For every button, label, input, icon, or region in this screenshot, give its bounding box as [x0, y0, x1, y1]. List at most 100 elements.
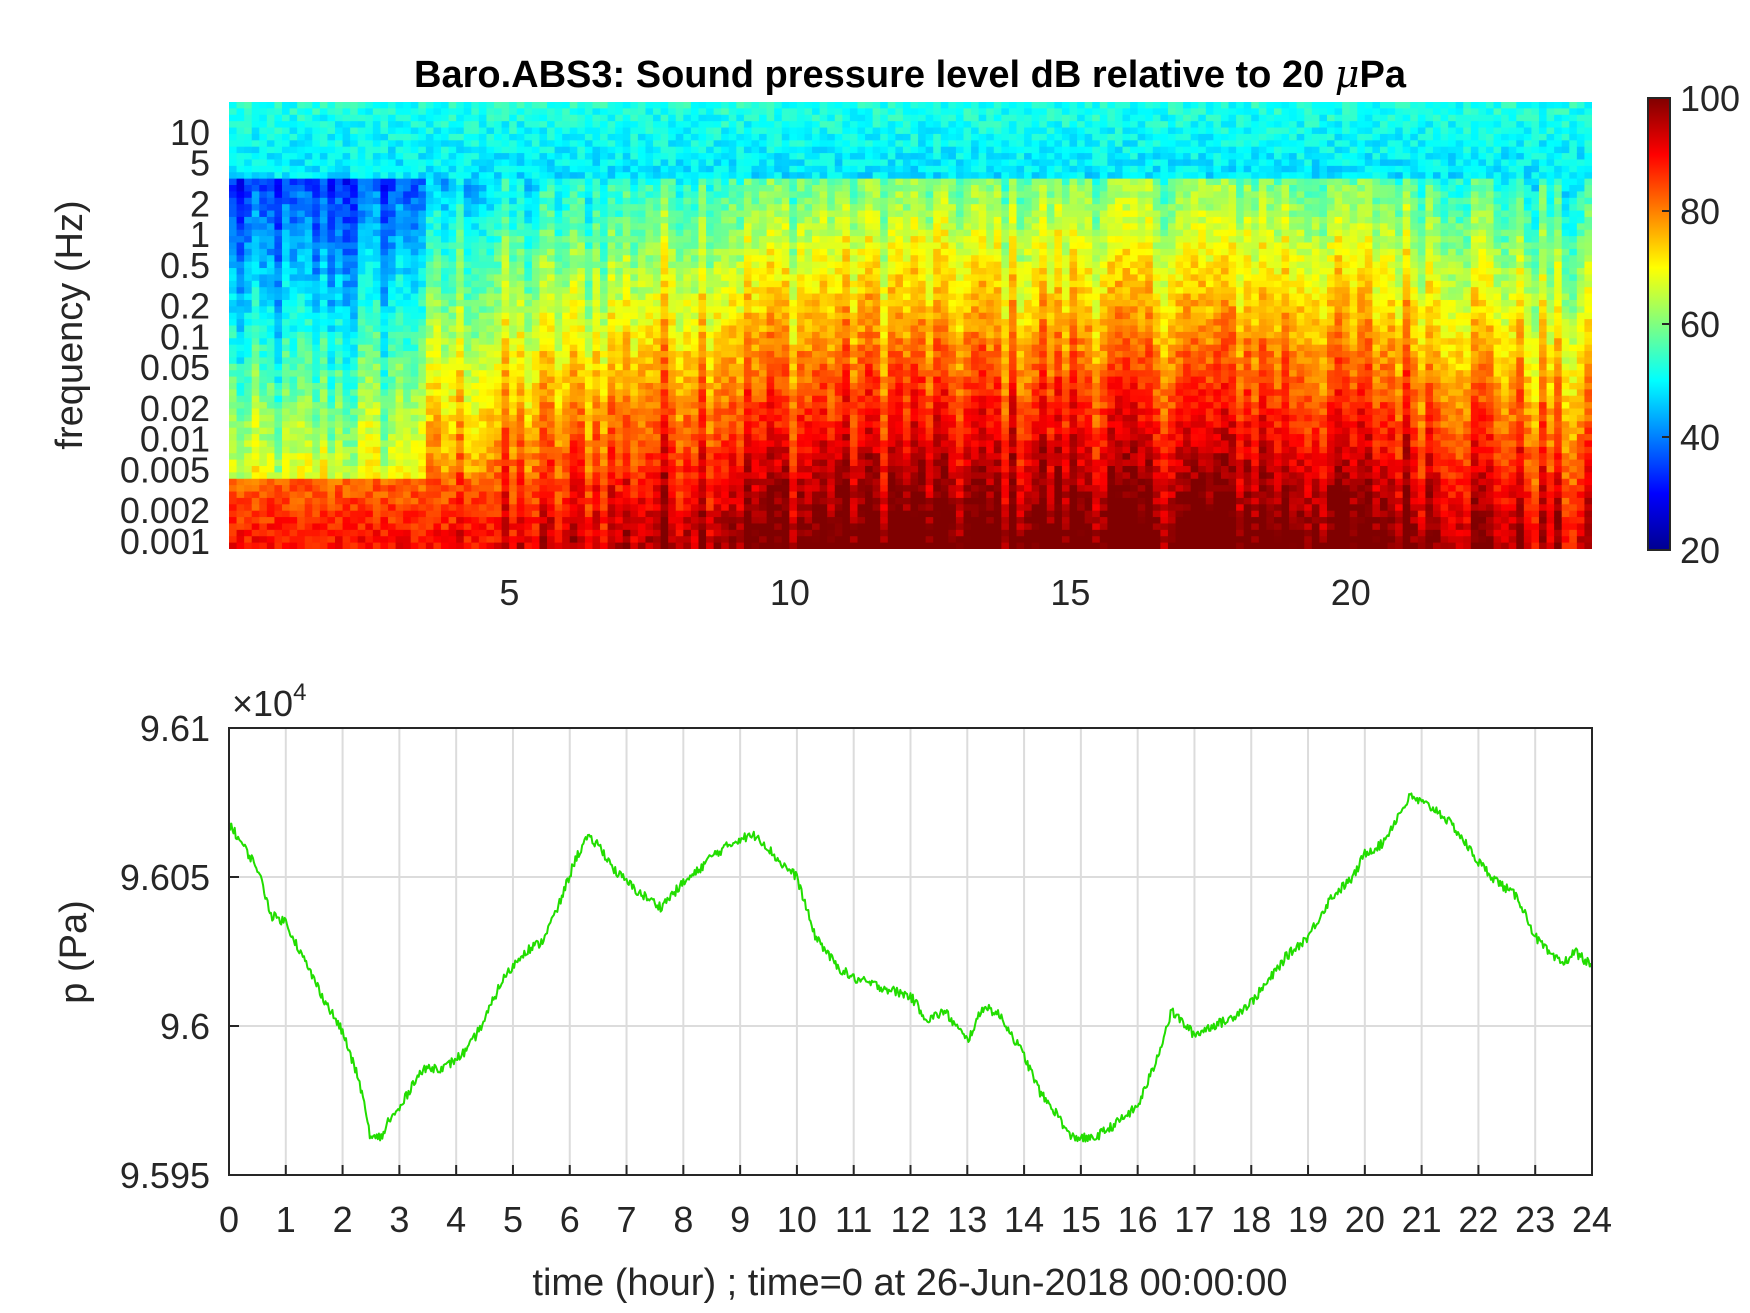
- heatmap-cell: [547, 459, 556, 467]
- heatmap-cell: [289, 191, 298, 199]
- heatmap-cell: [516, 523, 525, 531]
- heatmap-cell: [478, 121, 488, 129]
- heatmap-cell: [736, 440, 745, 448]
- heatmap-cell: [372, 197, 382, 205]
- heatmap-cell: [274, 382, 283, 390]
- heatmap-cell: [630, 395, 639, 403]
- heatmap-cell: [630, 268, 639, 276]
- heatmap-cell: [403, 306, 412, 314]
- heatmap-cell: [494, 255, 503, 263]
- heatmap-cell: [441, 197, 450, 205]
- heatmap-cell: [706, 427, 715, 435]
- heatmap-cell: [266, 102, 276, 109]
- heatmap-cell: [342, 370, 351, 378]
- heatmap-cell: [736, 216, 745, 224]
- heatmap-cell: [388, 255, 397, 263]
- heatmap-cell: [653, 338, 662, 346]
- heatmap-cell: [312, 127, 321, 135]
- heatmap-cell: [463, 108, 472, 116]
- heatmap-cell: [524, 299, 533, 307]
- heatmap-cell: [463, 395, 472, 403]
- heatmap-cell: [463, 229, 472, 237]
- heatmap-cell: [547, 127, 556, 135]
- heatmap-cell: [721, 542, 730, 549]
- heatmap-cell: [645, 306, 654, 314]
- heatmap-cell: [251, 485, 260, 493]
- heatmap-cell: [713, 178, 722, 186]
- heatmap-cell: [524, 287, 533, 295]
- heatmap-cell: [622, 242, 631, 250]
- heatmap-cell: [706, 146, 715, 154]
- heatmap-cell: [645, 204, 654, 212]
- heatmap-cell: [683, 491, 692, 499]
- heatmap-cell: [335, 434, 344, 442]
- heatmap-cell: [622, 293, 631, 301]
- heatmap-cell: [380, 478, 389, 486]
- heatmap-cell: [645, 414, 654, 422]
- heatmap-cell: [335, 210, 344, 218]
- heatmap-cell: [501, 421, 510, 429]
- heatmap-cell: [342, 140, 351, 148]
- heatmap-cell: [357, 414, 366, 422]
- heatmap-cell: [615, 114, 624, 122]
- heatmap-cell: [690, 491, 700, 499]
- heatmap-cell: [297, 236, 306, 244]
- heatmap-cell: [266, 517, 276, 525]
- heatmap-cell: [297, 325, 306, 333]
- heatmap-cell: [312, 427, 321, 435]
- heatmap-cell: [569, 542, 578, 549]
- heatmap-cell: [630, 376, 639, 384]
- heatmap-cell: [229, 127, 238, 135]
- heatmap-cell: [668, 274, 677, 282]
- heatmap-cell: [312, 357, 321, 365]
- heatmap-cell: [259, 472, 268, 480]
- heatmap-cell: [297, 440, 306, 448]
- heatmap-cell: [524, 114, 533, 122]
- heatmap-cell: [637, 421, 647, 429]
- heatmap-cell: [259, 389, 268, 397]
- heatmap-cell: [289, 133, 298, 141]
- heatmap-cell: [350, 108, 359, 116]
- heatmap-cell: [388, 299, 397, 307]
- heatmap-cell: [645, 510, 654, 518]
- heatmap-cell: [494, 274, 503, 282]
- heatmap-cell: [592, 344, 601, 352]
- heatmap-cell: [448, 127, 457, 135]
- heatmap-cell: [698, 523, 707, 531]
- heatmap-cell: [584, 414, 594, 422]
- heatmap-cell: [433, 453, 442, 461]
- heatmap-cell: [448, 382, 457, 390]
- heatmap-cell: [425, 338, 435, 346]
- heatmap-cell: [736, 529, 745, 537]
- heatmap-cell: [622, 453, 631, 461]
- heatmap-cell: [433, 402, 442, 410]
- heatmap-cell: [736, 255, 745, 263]
- heatmap-cell: [653, 159, 662, 167]
- heatmap-cell: [342, 319, 351, 327]
- heatmap-cell: [456, 274, 465, 282]
- heatmap-cell: [615, 236, 624, 244]
- heatmap-cell: [698, 485, 707, 493]
- heatmap-cell: [706, 434, 715, 442]
- heatmap-cell: [509, 287, 518, 295]
- heatmap-cell: [637, 165, 647, 173]
- heatmap-cell: [372, 427, 382, 435]
- heatmap-cell: [494, 338, 503, 346]
- heatmap-cell: [425, 127, 435, 135]
- heatmap-cell: [607, 159, 616, 167]
- heatmap-cell: [668, 185, 677, 192]
- heatmap-cell: [372, 331, 382, 339]
- heatmap-cell: [448, 446, 457, 454]
- heatmap-cell: [319, 287, 329, 295]
- heatmap-cell: [562, 453, 571, 461]
- heatmap-cell: [456, 146, 465, 154]
- heatmap-cell: [562, 351, 571, 359]
- heatmap-cell: [274, 440, 283, 448]
- heatmap-cell: [766, 153, 775, 161]
- heatmap-cell: [600, 236, 609, 244]
- heatmap-cell: [350, 229, 359, 237]
- heatmap-cell: [327, 446, 336, 454]
- heatmap-cell: [244, 453, 253, 461]
- heatmap-cell: [335, 338, 344, 346]
- heatmap-cell: [433, 414, 442, 422]
